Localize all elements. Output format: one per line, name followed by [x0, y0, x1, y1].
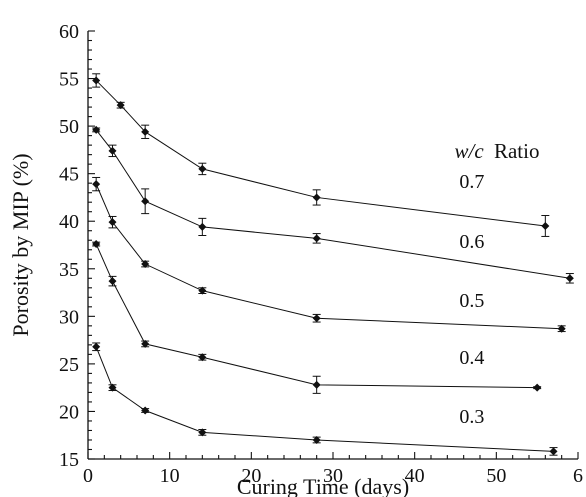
- y-tick-label: 25: [59, 354, 79, 376]
- y-tick-label: 40: [59, 211, 79, 233]
- legend-title: w/c Ratio: [455, 139, 540, 163]
- series-label: 0.3: [459, 406, 484, 428]
- data-point: [557, 324, 566, 333]
- y-tick-label: 30: [59, 306, 79, 328]
- series-0.7: 0.7: [92, 73, 550, 237]
- axes: [87, 31, 578, 460]
- series-0.3: 0.3: [92, 342, 558, 456]
- y-tick-label: 45: [59, 164, 79, 186]
- series-label: 0.7: [459, 171, 484, 193]
- data-point: [312, 193, 321, 202]
- data-point: [565, 274, 574, 283]
- y-tick-label: 20: [59, 401, 79, 423]
- x-axis-title: Curing Time (days): [237, 474, 409, 497]
- x-tick-label: 20: [241, 465, 261, 487]
- data-point: [198, 164, 207, 173]
- x-tick-label: 10: [160, 465, 180, 487]
- series-0.4: 0.4: [92, 240, 542, 394]
- data-point: [198, 353, 207, 362]
- data-point: [92, 125, 101, 134]
- series-group: 0.7 0.6 0.5 0.4 0.3: [92, 73, 574, 456]
- series-label: 0.6: [459, 231, 484, 253]
- data-point: [116, 101, 125, 110]
- x-tick-label: 6: [573, 465, 583, 487]
- legend-title-italic: w/c: [455, 139, 485, 163]
- y-tick-label: 55: [59, 69, 79, 91]
- data-point: [549, 447, 558, 456]
- data-point: [198, 222, 207, 231]
- data-point: [312, 380, 321, 389]
- series-line: [95, 183, 562, 330]
- data-point: [141, 127, 150, 136]
- series-0.5: 0.5: [92, 176, 566, 333]
- data-point: [92, 180, 101, 189]
- data-point: [312, 234, 321, 243]
- data-point: [141, 406, 150, 415]
- y-tick-label: 15: [59, 449, 79, 471]
- series-line: [95, 80, 546, 227]
- series-label: 0.4: [459, 347, 484, 369]
- data-point: [141, 339, 150, 348]
- data-point: [92, 240, 101, 249]
- data-point: [108, 277, 117, 286]
- data-point: [108, 146, 117, 155]
- data-point: [141, 260, 150, 269]
- series-line: [95, 129, 570, 279]
- y-tick-label: 50: [59, 116, 79, 138]
- x-tick-label: 50: [486, 465, 506, 487]
- data-point: [141, 197, 150, 206]
- data-point: [92, 76, 101, 85]
- y-tick-label: 60: [59, 21, 79, 43]
- data-point: [541, 221, 550, 230]
- data-point: [533, 383, 542, 392]
- y-ticks: 15 20 25 30 35 40 45 50 55 60: [59, 21, 95, 471]
- y-axis-title: Porosity by MIP (%): [8, 153, 33, 336]
- x-tick-label: 40: [405, 465, 425, 487]
- x-tick-label: 0: [83, 465, 93, 487]
- x-tick-label: 30: [323, 465, 343, 487]
- series-line: [95, 243, 538, 389]
- series-label: 0.5: [459, 290, 484, 312]
- legend-title-text: Ratio: [494, 139, 540, 163]
- data-point: [312, 314, 321, 323]
- data-point: [108, 218, 117, 227]
- series-0.6: 0.6: [92, 125, 574, 284]
- data-point: [312, 435, 321, 444]
- data-point: [198, 286, 207, 295]
- data-point: [92, 342, 101, 351]
- x-ticks: 0 10 20 30 40 50 6: [83, 452, 583, 487]
- data-point: [108, 383, 117, 392]
- y-tick-label: 35: [59, 259, 79, 281]
- data-point: [198, 428, 207, 437]
- series-line: [95, 346, 554, 452]
